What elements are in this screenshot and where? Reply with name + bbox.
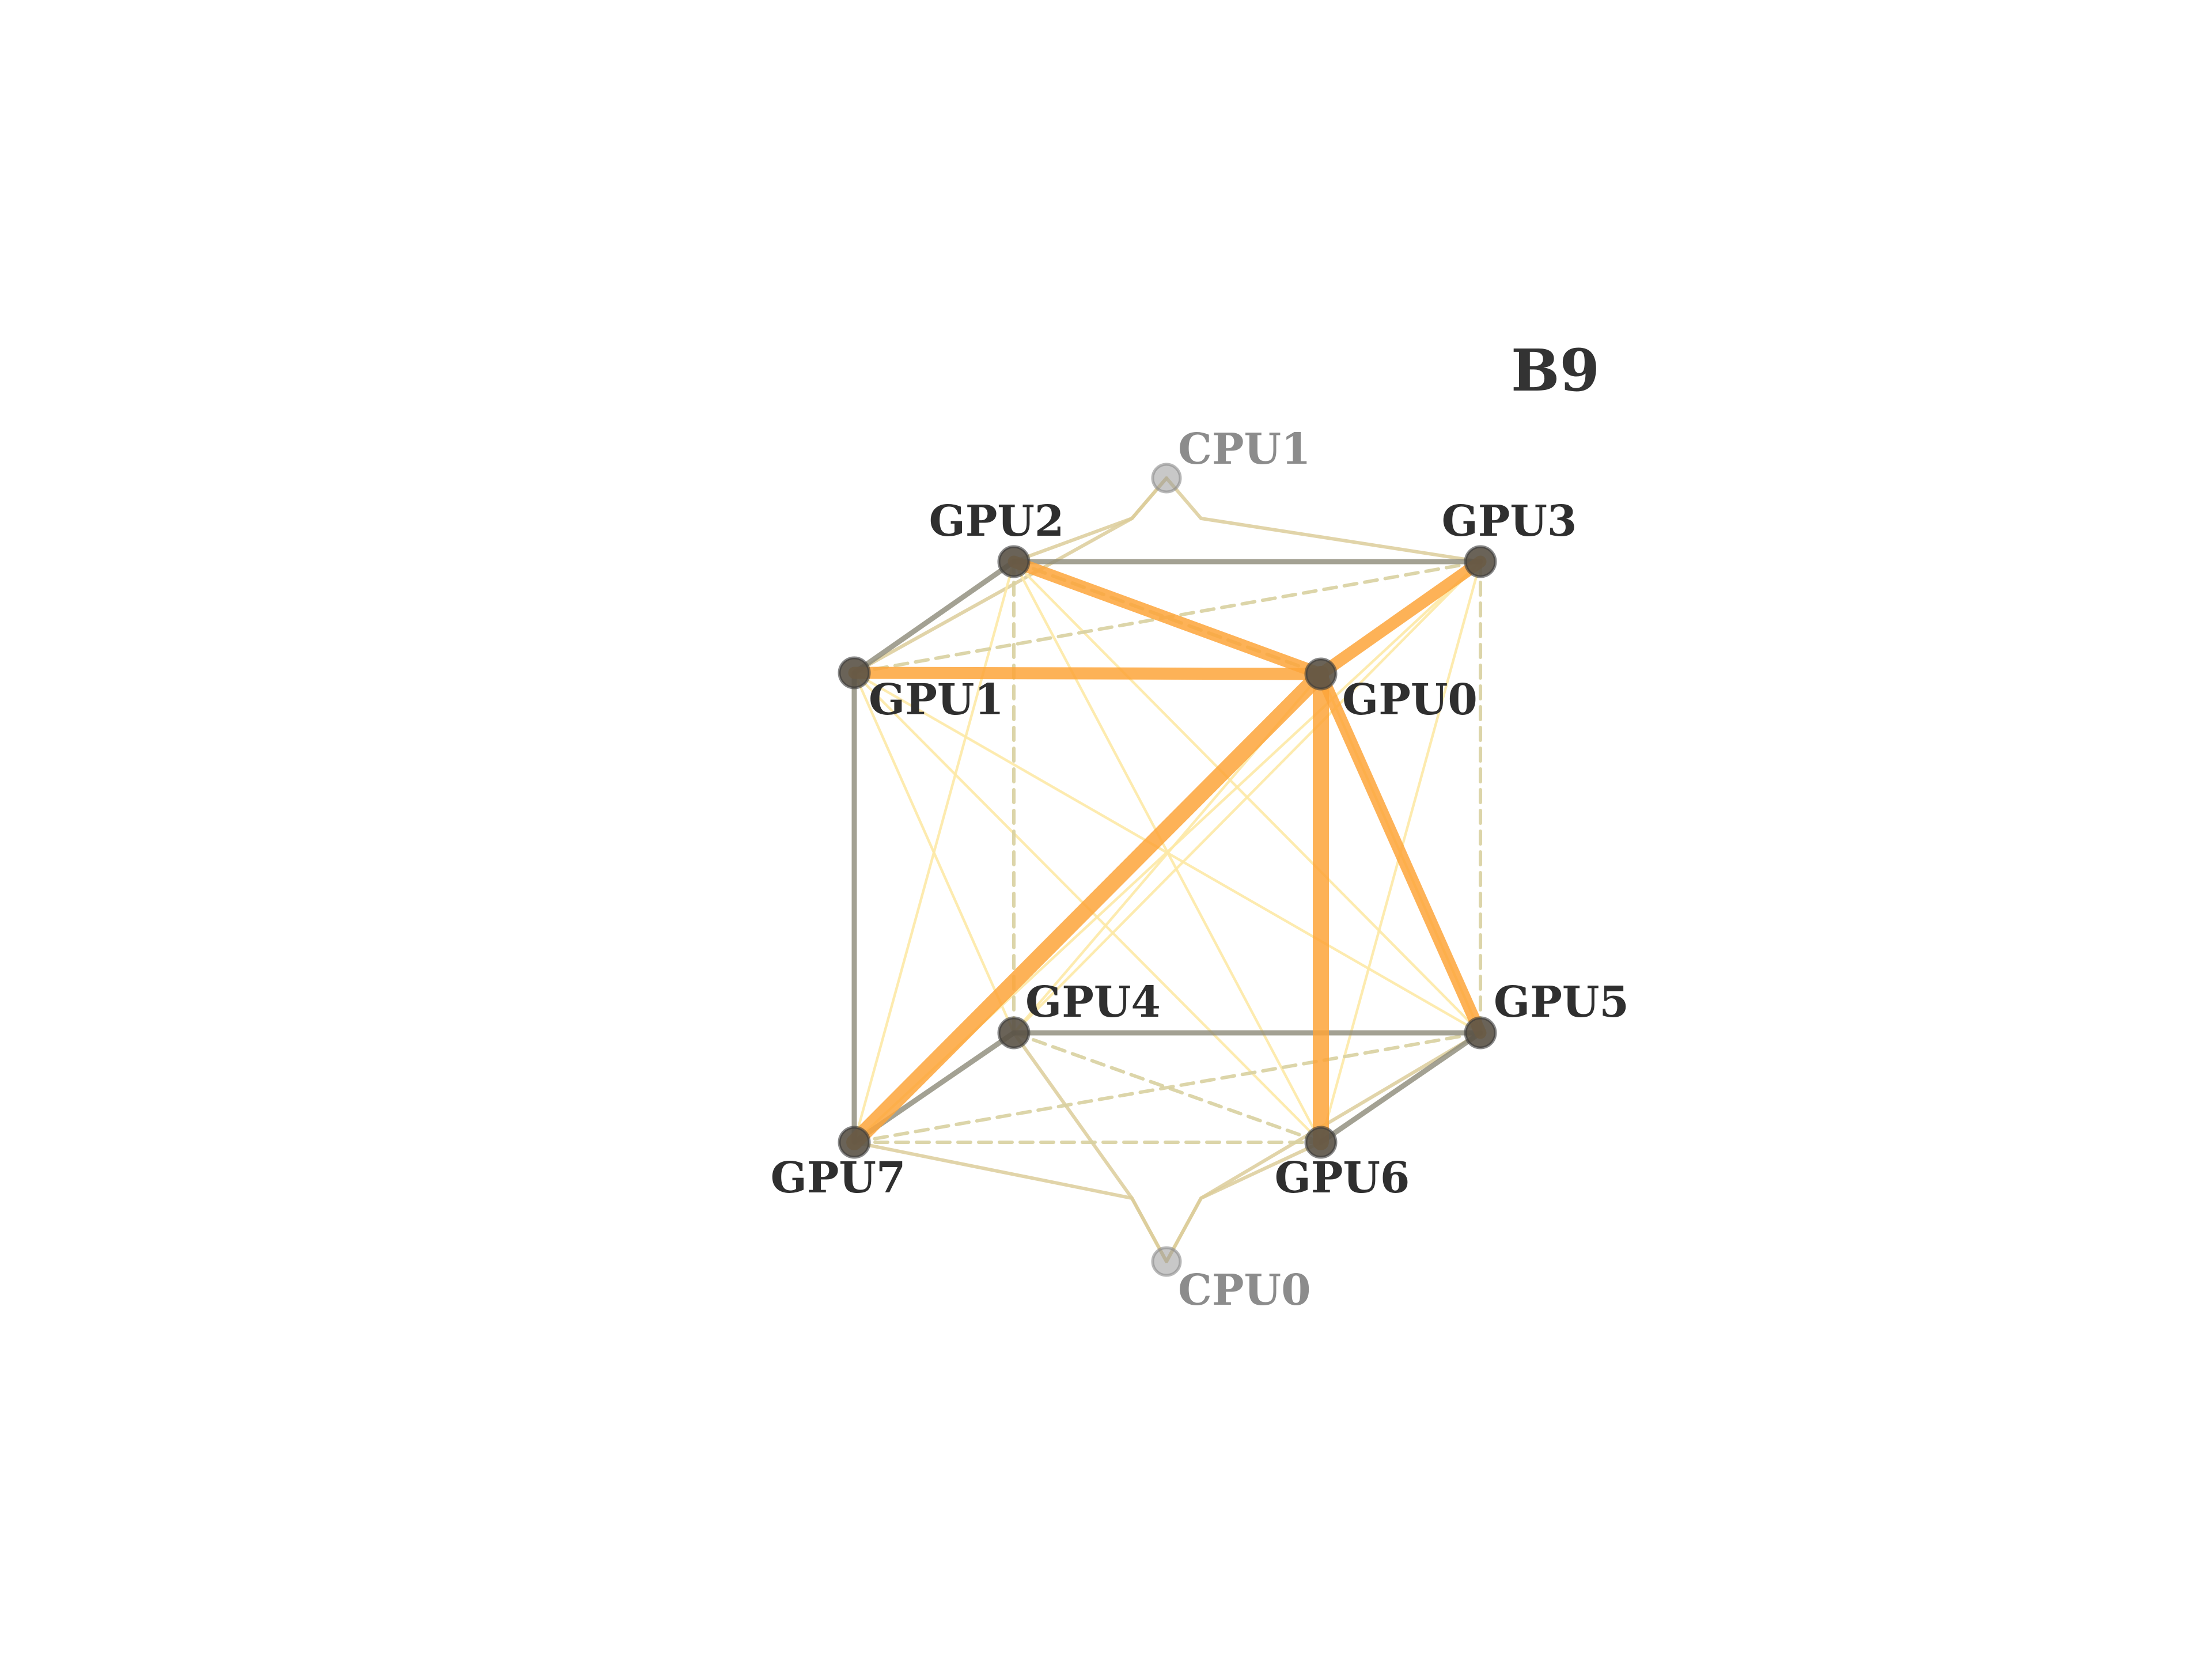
node-label-gpu6: GPU6 xyxy=(1275,1153,1410,1203)
node-gpu2 xyxy=(997,545,1031,578)
edge-gpu3-cpu1 xyxy=(1165,476,1482,563)
edge-gpu7-gpu5 xyxy=(853,1031,1482,1144)
node-cpu1 xyxy=(1151,463,1182,494)
node-gpu6 xyxy=(1304,1126,1338,1159)
edge-gpu5-gpu6 xyxy=(1318,1030,1483,1145)
node-label-gpu4: GPU4 xyxy=(1025,978,1161,1027)
node-label-gpu5: GPU5 xyxy=(1494,978,1629,1027)
edge-gpu2-gpu0 xyxy=(1007,555,1327,680)
node-gpu7 xyxy=(838,1126,871,1159)
edge-gpu0-gpu5 xyxy=(1315,668,1487,1039)
node-gpu0 xyxy=(1304,657,1338,691)
edge-gpu4-gpu6 xyxy=(1012,1031,1323,1144)
node-gpu5 xyxy=(1464,1016,1497,1050)
edge-gpu3-gpu4 xyxy=(1012,560,1482,1035)
edge-gpu0-gpu7 xyxy=(846,666,1329,1150)
labels-layer: GPU0 GPU1 GPU2 GPU3 GPU4 GPU5 GPU6 GPU7 CPU0 CPU1 xyxy=(771,425,1629,1315)
node-gpu3 xyxy=(1464,545,1497,578)
node-label-gpu7: GPU7 xyxy=(771,1153,906,1203)
edges-layer xyxy=(846,476,1487,1263)
node-label-gpu1: GPU1 xyxy=(869,675,1004,725)
edge-gpu1-gpu2 xyxy=(851,559,1017,676)
edge-gpu5-cpu0 xyxy=(1165,1031,1482,1263)
node-label-gpu2: GPU2 xyxy=(929,497,1065,546)
node-cpu0 xyxy=(1151,1246,1182,1277)
node-label-cpu1: CPU1 xyxy=(1178,425,1311,474)
edge-gpu1-gpu0 xyxy=(848,666,1327,680)
node-label-gpu3: GPU3 xyxy=(1442,497,1577,546)
nodes-layer xyxy=(838,463,1497,1277)
edge-gpu3-gpu0 xyxy=(1315,555,1487,680)
node-label-gpu0: GPU0 xyxy=(1342,675,1478,725)
figure-title: B9 xyxy=(1511,336,1600,404)
node-gpu1 xyxy=(838,656,871,690)
edge-gpu1-cpu1 xyxy=(853,476,1168,675)
edge-gpu4-cpu0 xyxy=(1012,1031,1168,1263)
node-label-cpu0: CPU0 xyxy=(1178,1266,1311,1315)
edge-gpu2-gpu7 xyxy=(853,560,1016,1144)
node-gpu4 xyxy=(997,1016,1031,1050)
